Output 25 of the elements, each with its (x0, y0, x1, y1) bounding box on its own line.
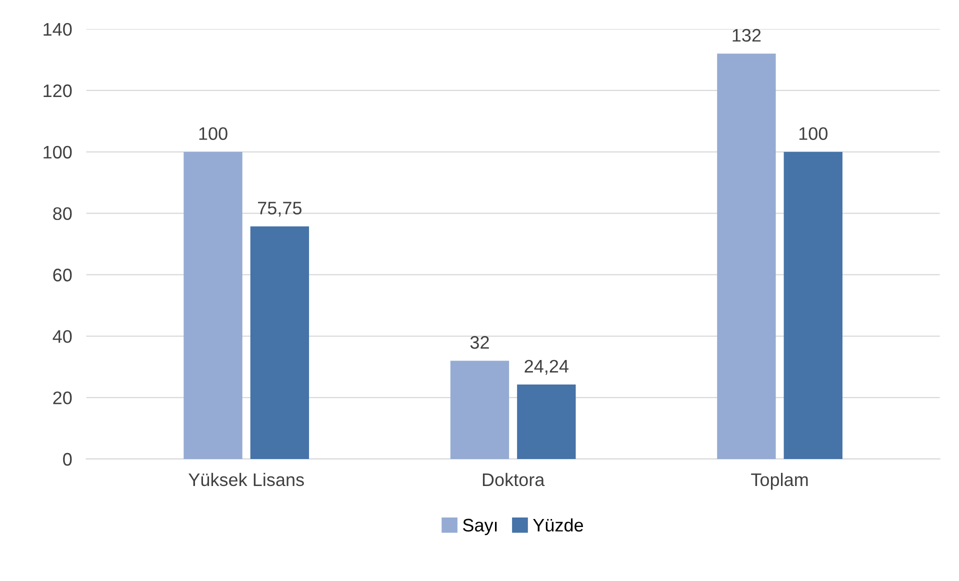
data-label: 100 (199, 127, 228, 140)
y-tick-label: 140 (44, 22, 72, 36)
bar (717, 54, 776, 459)
data-label: 75,75 (258, 202, 302, 217)
bar (450, 360, 510, 459)
legend-label: Yüzde (533, 518, 584, 532)
bar (250, 226, 310, 459)
data-label: 24,24 (524, 360, 568, 375)
x-tick-label: Toplam (751, 472, 808, 490)
bar (784, 152, 842, 459)
y-tick-label: 0 (63, 452, 72, 466)
x-tick-label: Doktora (482, 472, 545, 486)
bar (517, 384, 576, 459)
y-tick-label: 20 (53, 392, 72, 404)
x-tick-label: Yüksek Lisans (188, 472, 304, 486)
data-label: 100 (799, 127, 828, 140)
y-tick-label: 80 (53, 207, 72, 220)
data-label: 132 (732, 28, 761, 42)
y-tick-label: 40 (52, 330, 72, 343)
y-tick-label: 120 (44, 84, 72, 98)
legend-label: Sayı (463, 518, 497, 536)
y-tick-label: 60 (53, 268, 72, 282)
data-label: 32 (470, 336, 489, 349)
y-tick-label: 100 (44, 146, 72, 159)
bar (184, 152, 242, 459)
